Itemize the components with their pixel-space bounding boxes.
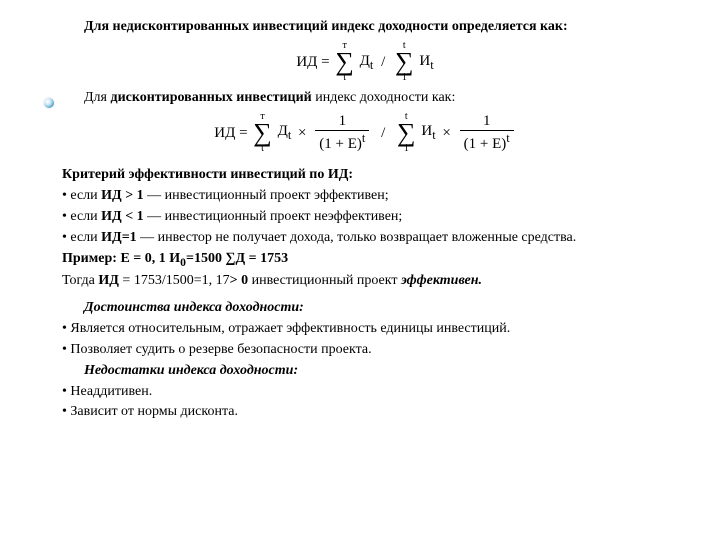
example: Пример: Е = 0, 1 И0=1500 ∑Д = 1753 <box>62 250 668 271</box>
criteria-1: • если ИД > 1 — инвестиционный проект эф… <box>62 187 668 206</box>
decorative-bullet <box>44 98 54 108</box>
criteria-heading: Критерий эффективности инвестиций по ИД: <box>62 166 668 185</box>
advantages-heading: Достоинства индекса доходности: <box>62 299 668 318</box>
heading-1: Для недисконтированных инвестиций индекс… <box>62 18 668 37</box>
advantage-1: • Является относительным, отражает эффек… <box>62 320 668 339</box>
advantage-2: • Позволяет судить о резерве безопасност… <box>62 341 668 360</box>
disadvantages-heading: Недостатки индекса доходности: <box>62 362 668 381</box>
criteria-2: • если ИД < 1 — инвестиционный проект не… <box>62 208 668 227</box>
criteria-3: • если ИД=1 — инвестор не получает доход… <box>62 229 668 248</box>
heading-2: Для дисконтированных инвестиций индекс д… <box>62 89 668 108</box>
disadvantage-1: • Неаддитивен. <box>62 383 668 402</box>
formula-1: ИД = т∑t Дt / t∑1 Иt <box>62 41 668 83</box>
disadvantage-2: • Зависит от нормы дисконта. <box>62 403 668 422</box>
result: Тогда ИД = 1753/1500=1, 17> 0 инвестицио… <box>62 272 668 291</box>
formula-2: ИД = т∑t Дt × 1(1 + E)t / t∑1 Иt × 1(1 +… <box>62 112 668 154</box>
